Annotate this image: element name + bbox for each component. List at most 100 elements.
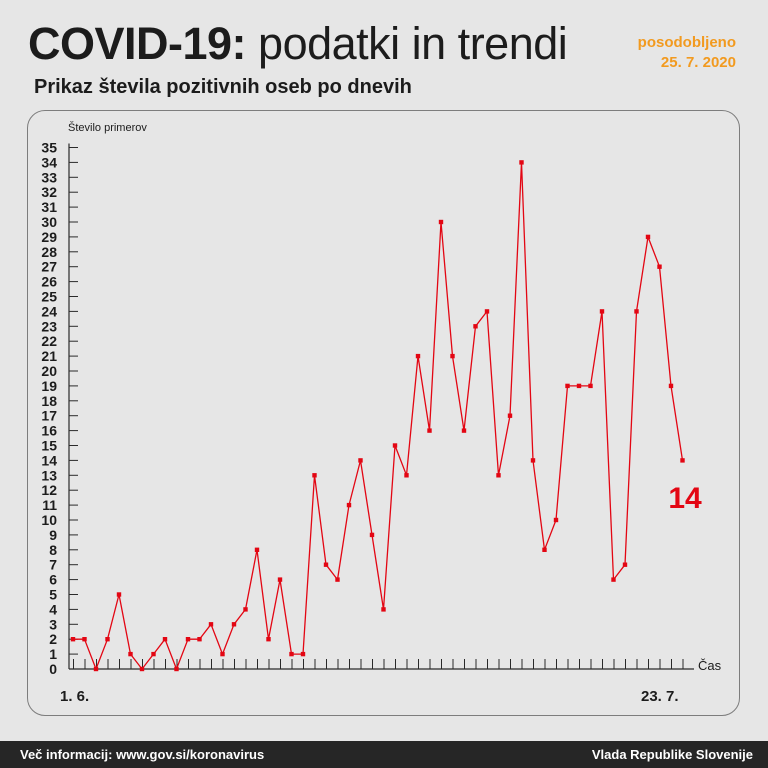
y-tick-label: 24	[41, 303, 57, 319]
footer-info-link[interactable]: Več informacij: www.gov.si/koronavirus	[20, 747, 265, 762]
y-tick-label: 7	[49, 557, 57, 573]
data-point	[519, 160, 524, 165]
data-point	[185, 637, 191, 642]
y-tick-label: 11	[42, 497, 57, 513]
data-point	[116, 592, 122, 597]
data-point	[507, 413, 513, 418]
data-point	[128, 651, 133, 657]
y-tick-label: 15	[41, 438, 57, 454]
data-point	[553, 517, 559, 523]
data-point	[323, 562, 329, 567]
data-point	[427, 428, 432, 433]
data-point	[289, 651, 294, 657]
y-tick-label: 3	[49, 616, 57, 632]
data-point	[392, 443, 398, 448]
y-tick-label: 33	[41, 169, 57, 185]
title-bold: COVID-19:	[28, 18, 247, 69]
y-tick-label: 29	[41, 229, 57, 245]
x-axis-title: Čas	[698, 658, 722, 673]
y-tick-label: 25	[41, 289, 57, 305]
data-point	[461, 428, 467, 433]
data-point	[139, 666, 145, 672]
y-tick-label: 19	[41, 378, 57, 394]
data-point	[599, 309, 605, 314]
data-point	[473, 324, 478, 329]
y-tick-label: 21	[41, 348, 57, 364]
y-tick-label: 30	[41, 214, 57, 230]
y-tick-label: 35	[41, 140, 57, 156]
data-point	[335, 577, 340, 582]
y-tick-label: 6	[49, 572, 57, 588]
y-tick-label: 23	[41, 318, 57, 334]
data-point	[496, 473, 501, 478]
data-point	[588, 383, 593, 389]
page-title: COVID-19: podatki in trendi	[28, 14, 568, 74]
updated-label: posodobljeno	[637, 34, 736, 51]
data-point	[645, 234, 651, 240]
y-tick-label: 2	[49, 631, 57, 647]
latest-value-label: 14	[668, 482, 702, 515]
y-tick-label: 22	[41, 333, 57, 349]
footer-bar: Več informacij: www.gov.si/koronavirus V…	[0, 741, 768, 768]
y-tick-label: 20	[41, 363, 57, 379]
y-tick-label: 26	[41, 274, 57, 290]
data-point	[622, 562, 628, 567]
data-point	[358, 458, 363, 463]
data-point	[243, 607, 248, 612]
chart-panel	[27, 110, 740, 716]
y-tick-label: 32	[41, 184, 57, 200]
y-tick-label: 31	[41, 199, 57, 215]
data-point	[174, 666, 179, 672]
data-point	[208, 622, 214, 627]
data-point	[70, 637, 76, 642]
data-point	[266, 637, 271, 642]
data-point	[381, 607, 386, 612]
data-point	[438, 219, 444, 225]
data-point	[576, 383, 582, 389]
data-point	[105, 637, 110, 642]
y-tick-label: 1	[49, 646, 57, 662]
data-point	[220, 651, 225, 657]
data-point	[369, 532, 375, 538]
y-tick-label: 5	[49, 587, 57, 603]
y-tick-label: 34	[41, 154, 57, 170]
y-tick-label: 9	[49, 527, 57, 543]
data-point	[668, 383, 674, 389]
y-tick-label: 16	[41, 423, 57, 439]
title-rest: podatki in trendi	[246, 18, 568, 69]
y-tick-label: 28	[41, 244, 57, 260]
data-point	[657, 264, 662, 269]
data-point	[484, 309, 490, 314]
y-tick-label: 4	[49, 601, 57, 617]
footer-source: Vlada Republike Slovenije	[591, 747, 753, 762]
y-tick-label: 10	[41, 512, 57, 528]
y-tick-label: 17	[41, 408, 57, 424]
data-point	[231, 622, 237, 627]
updated-date: 25. 7. 2020	[660, 54, 736, 71]
y-tick-label: 0	[49, 661, 57, 677]
y-tick-label: 8	[49, 542, 57, 558]
series-line	[73, 161, 684, 670]
x-start-date-label: 1. 6.	[60, 688, 89, 705]
data-point	[542, 547, 547, 552]
data-point	[93, 666, 99, 672]
data-point	[82, 637, 87, 642]
update-info: posodobljeno 25. 7. 2020	[638, 33, 736, 73]
y-tick-label: 14	[41, 452, 57, 468]
data-point	[611, 577, 616, 582]
data-point	[197, 637, 202, 642]
data-point	[151, 651, 156, 657]
data-point	[415, 353, 421, 359]
data-point	[404, 473, 409, 478]
data-point	[565, 383, 570, 389]
data-point	[277, 577, 283, 582]
data-point	[634, 309, 639, 314]
data-point	[346, 502, 352, 508]
y-tick-label: 12	[41, 482, 57, 498]
x-end-date-label: 23. 7.	[641, 688, 679, 705]
y-tick-label: 27	[41, 259, 57, 275]
chart-subtitle: Prikaz števila pozitivnih oseb po dnevih	[34, 76, 412, 98]
y-axis-title: Število primerov	[68, 121, 147, 134]
data-point	[254, 547, 260, 552]
